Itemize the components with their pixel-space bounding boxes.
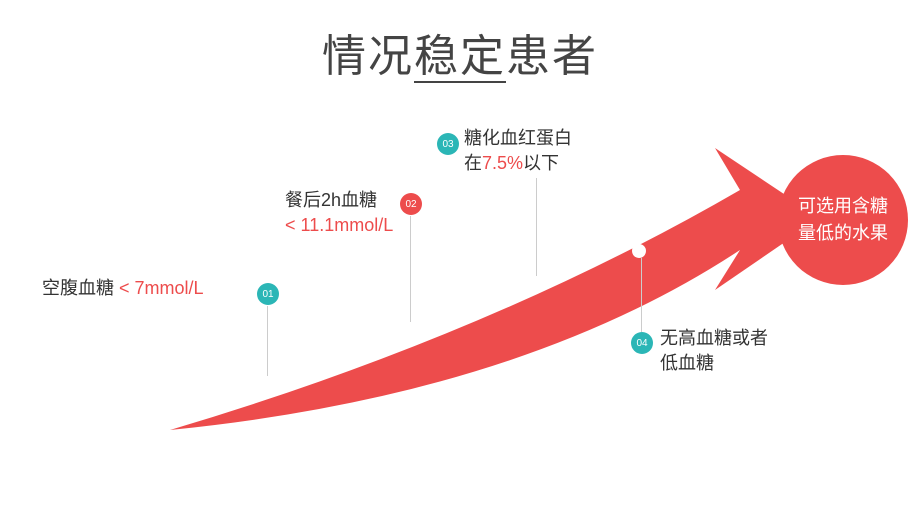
step-label-03: 糖化血红蛋白在7.5%以下 bbox=[464, 126, 572, 176]
arrow-dot-04 bbox=[632, 244, 646, 258]
step-label-04: 无高血糖或者低血糖 bbox=[660, 326, 768, 376]
step-badge-04: 04 bbox=[631, 332, 653, 354]
step-badge-02: 02 bbox=[400, 193, 422, 215]
arrow-dot-01 bbox=[276, 376, 290, 390]
step-label-02: 餐后2h血糖< 11.1mmol/L bbox=[285, 188, 393, 238]
conclusion-line1: 可选用含糖 bbox=[798, 196, 888, 216]
connector-03 bbox=[536, 178, 537, 276]
step-badge-01: 01 bbox=[257, 283, 279, 305]
connector-02 bbox=[410, 216, 411, 322]
arrow-dot-03 bbox=[530, 276, 544, 290]
conclusion-line2: 量低的水果 bbox=[798, 223, 888, 243]
step-label-01: 空腹血糖 < 7mmol/L bbox=[42, 276, 204, 301]
connector-04 bbox=[641, 258, 642, 332]
connector-01 bbox=[267, 306, 268, 376]
conclusion-circle: 可选用含糖 量低的水果 bbox=[778, 155, 908, 285]
arrow-dot-02 bbox=[401, 322, 415, 336]
curved-arrow bbox=[0, 0, 920, 518]
step-badge-03: 03 bbox=[437, 133, 459, 155]
